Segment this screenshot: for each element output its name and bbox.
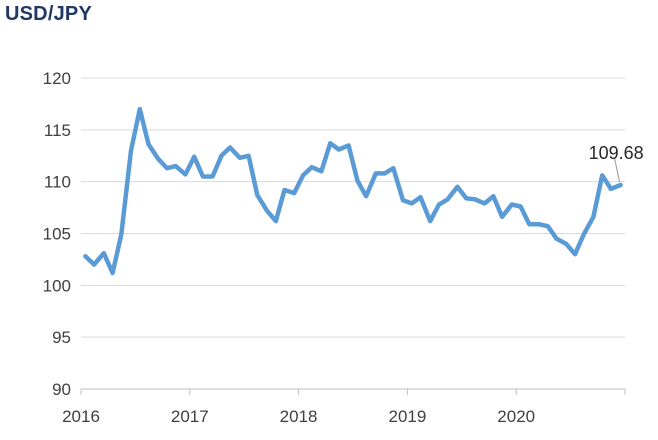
x-axis — [80, 388, 626, 395]
y-tick-label: 90 — [52, 380, 71, 399]
last-value-label: 109.68 — [589, 143, 644, 163]
y-tick-label: 110 — [44, 173, 71, 192]
x-tick-label: 2019 — [388, 407, 426, 426]
chart-title: USD/JPY — [5, 3, 92, 25]
series-group — [83, 106, 623, 276]
usd-jpy-series-line — [83, 106, 623, 276]
y-tick-label: 115 — [44, 121, 71, 140]
x-tick-label: 2016 — [62, 407, 100, 426]
annotation-group: 109.68 — [589, 143, 644, 183]
x-tick-label: 2017 — [171, 407, 209, 426]
x-tick-label: 2018 — [280, 407, 318, 426]
y-tick-labels: 90 95 100 105 110 115 120 — [43, 69, 71, 399]
y-tick-label: 95 — [52, 328, 71, 347]
gridlines — [81, 77, 625, 338]
y-tick-label: 100 — [43, 276, 71, 295]
y-tick-label: 105 — [43, 225, 71, 244]
annotation-leader-line — [614, 158, 621, 183]
y-tick-label: 120 — [43, 69, 71, 88]
x-tick-labels: 2016 2017 2018 2019 2020 — [62, 407, 535, 426]
x-tick-label: 2020 — [497, 407, 535, 426]
